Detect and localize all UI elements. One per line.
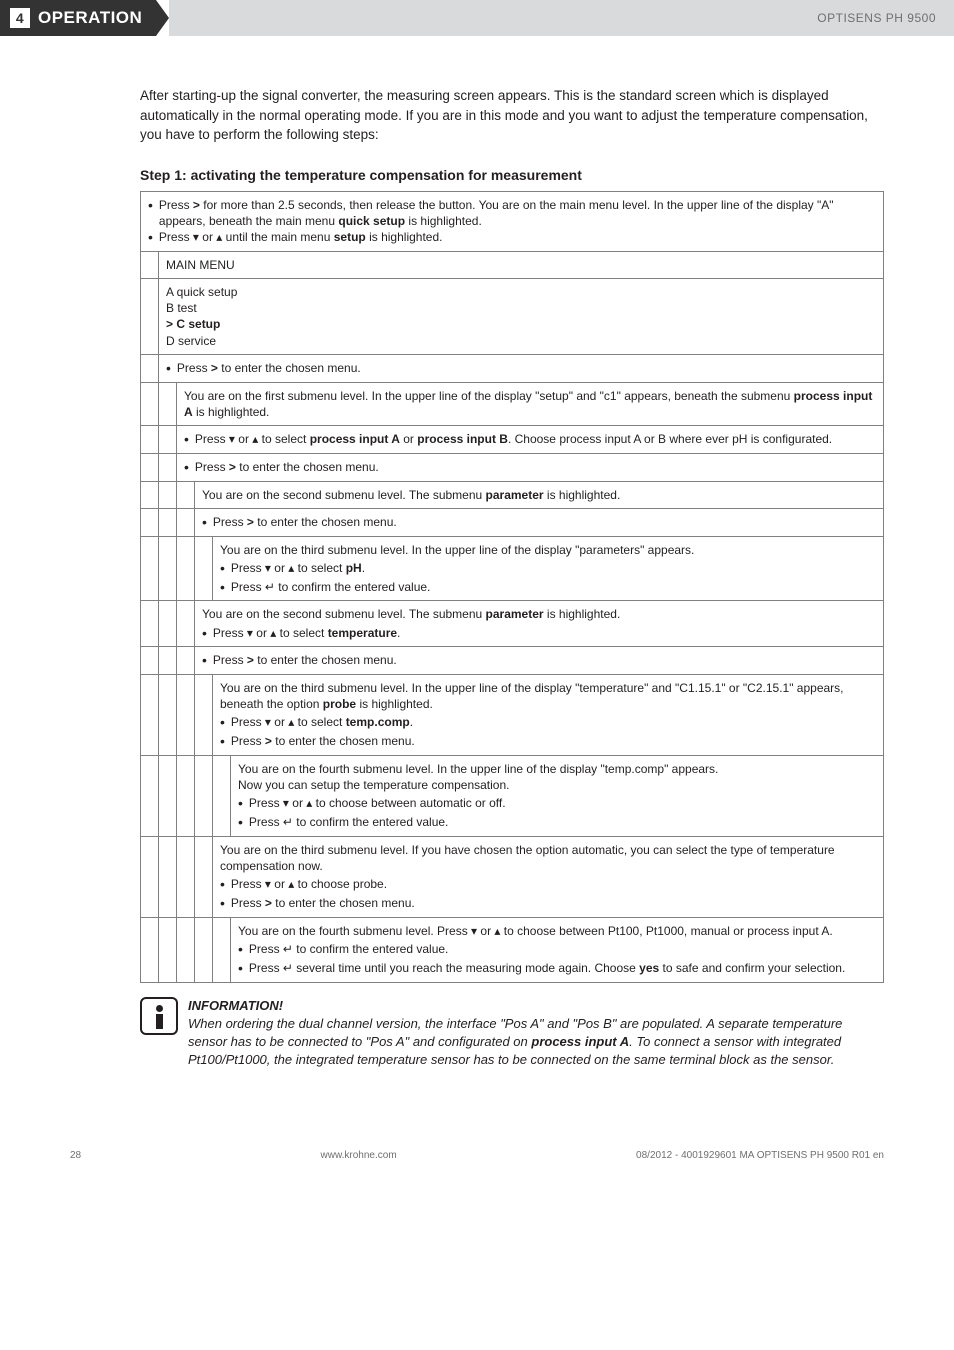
tab-arrow-icon <box>156 0 169 36</box>
procedure-tree: Press > for more than 2.5 seconds, then … <box>140 191 884 983</box>
instruction: Press > to enter the chosen menu. <box>202 652 876 669</box>
main-menu-label: MAIN MENU <box>159 252 883 278</box>
section-tab: 4 OPERATION <box>0 0 156 36</box>
note-block: You are on the third submenu level. If y… <box>213 837 883 917</box>
instruction: Press > to enter the chosen menu. <box>220 733 876 750</box>
instruction: Press ▾ or ▴ to select temp.comp. <box>220 714 876 731</box>
instruction: Press ▾ or ▴ to select pH. <box>220 560 876 577</box>
instruction: Press ↵ to confirm the entered value. <box>220 579 876 596</box>
main-menu-items: A quick setup B test > C setup D service <box>159 279 883 354</box>
footer-url: www.krohne.com <box>321 1150 397 1161</box>
information-text: INFORMATION! When ordering the dual chan… <box>188 997 884 1070</box>
note: You are on the second submenu level. The… <box>195 482 883 508</box>
page-footer: 28 www.krohne.com 08/2012 - 4001929601 M… <box>0 1090 954 1177</box>
instruction: Press ▾ or ▴ to choose between automatic… <box>238 795 876 812</box>
indent-spacer <box>141 355 159 382</box>
info-icon <box>140 997 178 1035</box>
note-block: You are on the third submenu level. In t… <box>213 537 883 601</box>
note-block: You are on the third submenu level. In t… <box>213 675 883 755</box>
indent-spacer <box>141 279 159 354</box>
product-label: OPTISENS PH 9500 <box>169 0 954 36</box>
instruction: Press ↵ to confirm the entered value. <box>238 814 876 831</box>
section-title: OPERATION <box>38 8 142 28</box>
instruction: Press > to enter the chosen menu. <box>220 895 876 912</box>
note-block: You are on the second submenu level. The… <box>195 601 883 646</box>
header-bar: 4 OPERATION OPTISENS PH 9500 <box>0 0 954 36</box>
section-number: 4 <box>10 8 30 28</box>
root-bullet: Press > for more than 2.5 seconds, then … <box>148 197 876 229</box>
instruction: Press ▾ or ▴ to select process input A o… <box>184 431 876 448</box>
indent-spacer <box>141 252 159 278</box>
page: 4 OPERATION OPTISENS PH 9500 After start… <box>0 0 954 1177</box>
instruction: Press ▾ or ▴ to choose probe. <box>220 876 876 893</box>
information-callout: INFORMATION! When ordering the dual chan… <box>140 997 884 1070</box>
step-title: Step 1: activating the temperature compe… <box>70 167 884 183</box>
page-number: 28 <box>70 1150 81 1161</box>
note-block: You are on the fourth submenu level. In … <box>231 756 883 836</box>
instruction: Press > to enter the chosen menu. <box>184 459 876 476</box>
instruction: Press > to enter the chosen menu. <box>202 514 876 531</box>
root-bullet: Press ▾ or ▴ until the main menu setup i… <box>148 229 876 246</box>
instruction: Press ↵ to confirm the entered value. <box>238 941 876 958</box>
instruction: Press ↵ several time until you reach the… <box>238 960 876 977</box>
content: After starting-up the signal converter, … <box>0 36 954 1090</box>
footer-doc: 08/2012 - 4001929601 MA OPTISENS PH 9500… <box>636 1150 884 1161</box>
note: You are on the first submenu level. In t… <box>177 383 883 425</box>
info-heading: INFORMATION! <box>188 998 283 1013</box>
note-block: You are on the fourth submenu level. Pre… <box>231 918 883 982</box>
instruction: Press > to enter the chosen menu. <box>166 360 876 377</box>
instruction: Press ▾ or ▴ to select temperature. <box>202 625 876 642</box>
intro-paragraph: After starting-up the signal converter, … <box>70 86 884 145</box>
